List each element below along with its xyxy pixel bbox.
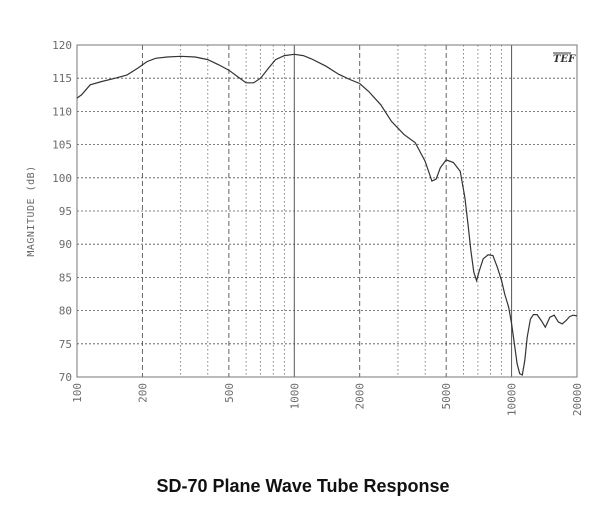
logo: TEF	[553, 52, 576, 65]
x-tick-label: 20000	[571, 383, 584, 416]
y-tick-label: 95	[59, 205, 72, 218]
y-tick-label: 120	[52, 39, 72, 52]
y-tick-label: 115	[52, 72, 72, 85]
x-tick-label: 500	[223, 383, 236, 403]
x-tick-label: 2000	[354, 383, 367, 410]
x-tick-label: 5000	[440, 383, 453, 410]
y-tick-label: 110	[52, 105, 72, 118]
x-tick-label: 1000	[288, 383, 301, 410]
y-tick-label: 70	[59, 371, 72, 384]
y-tick-label: 75	[59, 338, 72, 351]
y-tick-label: 85	[59, 271, 72, 284]
y-tick-label: 100	[52, 172, 72, 185]
chart-caption: SD-70 Plane Wave Tube Response	[156, 476, 450, 496]
y-tick-label: 105	[52, 139, 72, 152]
x-tick-label: 100	[71, 383, 84, 403]
axis-ticks: 70 75 80 85 90 95 100 105 110 115 120 100 200 500 1000…	[52, 39, 584, 416]
grid	[77, 45, 577, 377]
x-tick-label: 200	[136, 383, 149, 403]
plot-frame	[76, 44, 578, 378]
x-tick-label: 10000	[506, 383, 519, 416]
logo-text: TEF	[553, 54, 576, 65]
series-line	[76, 53, 578, 376]
y-axis-label: MAGNITUDE (dB)	[26, 165, 37, 256]
y-tick-label: 80	[59, 305, 72, 318]
y-tick-label: 90	[59, 238, 72, 251]
